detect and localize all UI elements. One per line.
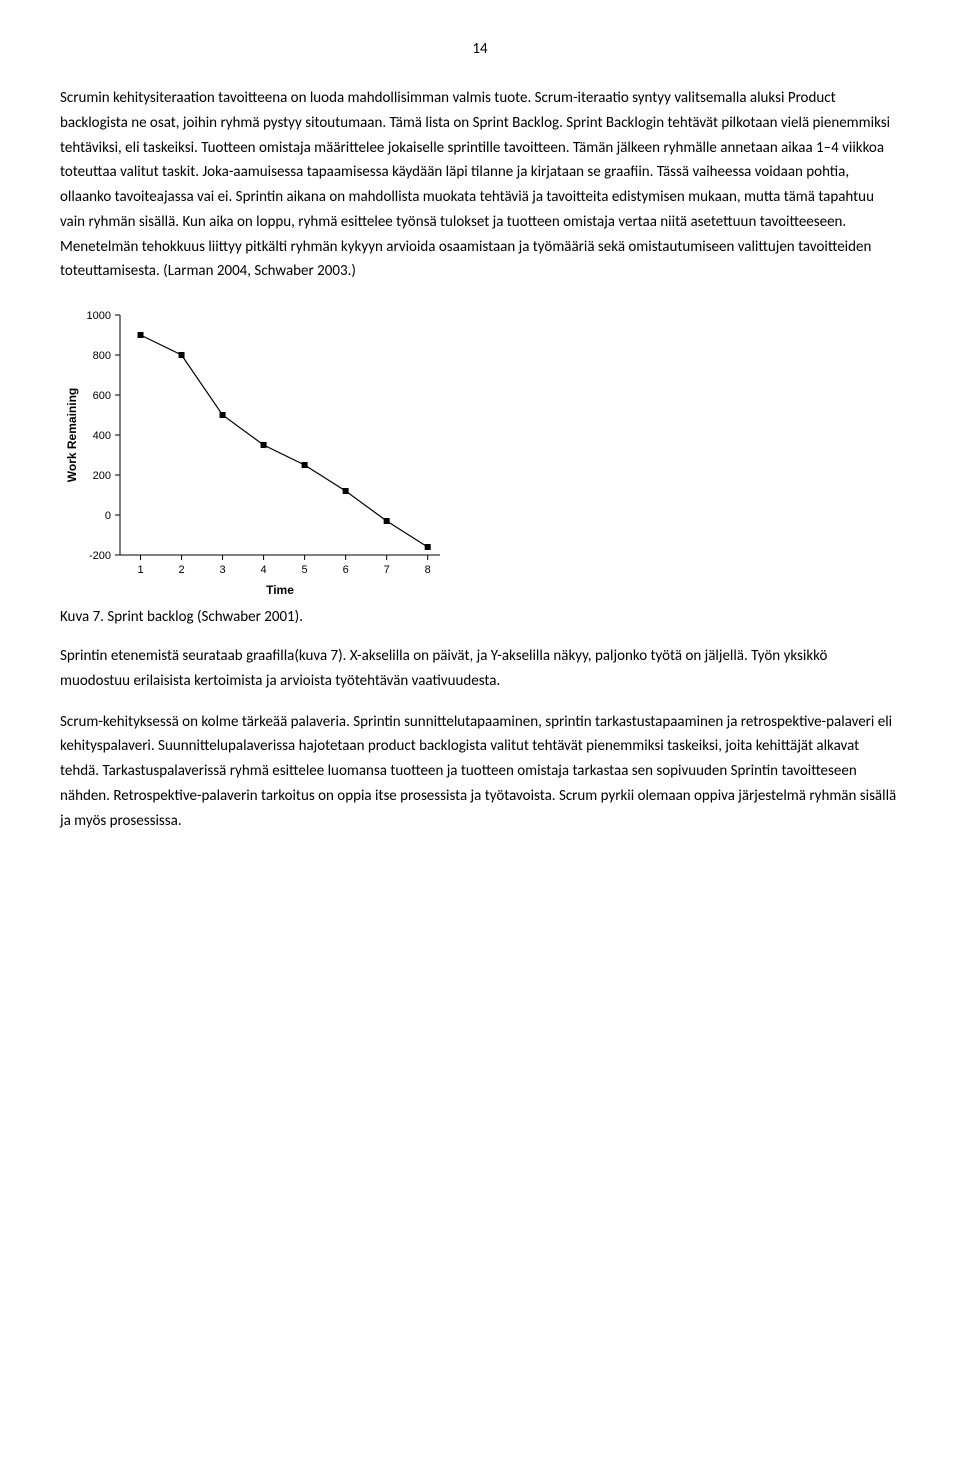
svg-text:5: 5 [302, 564, 308, 576]
svg-text:0: 0 [105, 510, 111, 522]
svg-text:3: 3 [220, 564, 226, 576]
svg-text:2: 2 [178, 564, 184, 576]
svg-text:Time: Time [266, 583, 294, 597]
paragraph-3: Scrum-kehityksessä on kolme tärkeää pala… [60, 710, 900, 834]
svg-text:7: 7 [384, 564, 390, 576]
svg-text:4: 4 [261, 564, 267, 576]
svg-text:400: 400 [93, 430, 111, 442]
paragraph-2: Sprintin etenemistä seurataab graafilla(… [60, 644, 900, 694]
svg-text:8: 8 [425, 564, 431, 576]
svg-text:Work Remaining: Work Remaining [65, 388, 79, 482]
paragraph-1: Scrumin kehitysiteraation tavoitteena on… [60, 86, 900, 284]
svg-text:1000: 1000 [87, 310, 111, 322]
svg-text:6: 6 [343, 564, 349, 576]
chart-svg: -200 0 200 400 600 800 1000 1 2 3 4 5 6 7 8 Time Work Re… [60, 300, 460, 600]
svg-text:-200: -200 [89, 550, 111, 562]
chart-caption: Kuva 7. Sprint backlog (Schwaber 2001). [60, 608, 900, 626]
svg-text:1: 1 [137, 564, 143, 576]
svg-text:200: 200 [93, 470, 111, 482]
burndown-chart: -200 0 200 400 600 800 1000 1 2 3 4 5 6 7 8 Time Work Re… [60, 300, 900, 600]
svg-text:800: 800 [93, 350, 111, 362]
svg-text:600: 600 [93, 390, 111, 402]
page-number: 14 [60, 40, 900, 58]
